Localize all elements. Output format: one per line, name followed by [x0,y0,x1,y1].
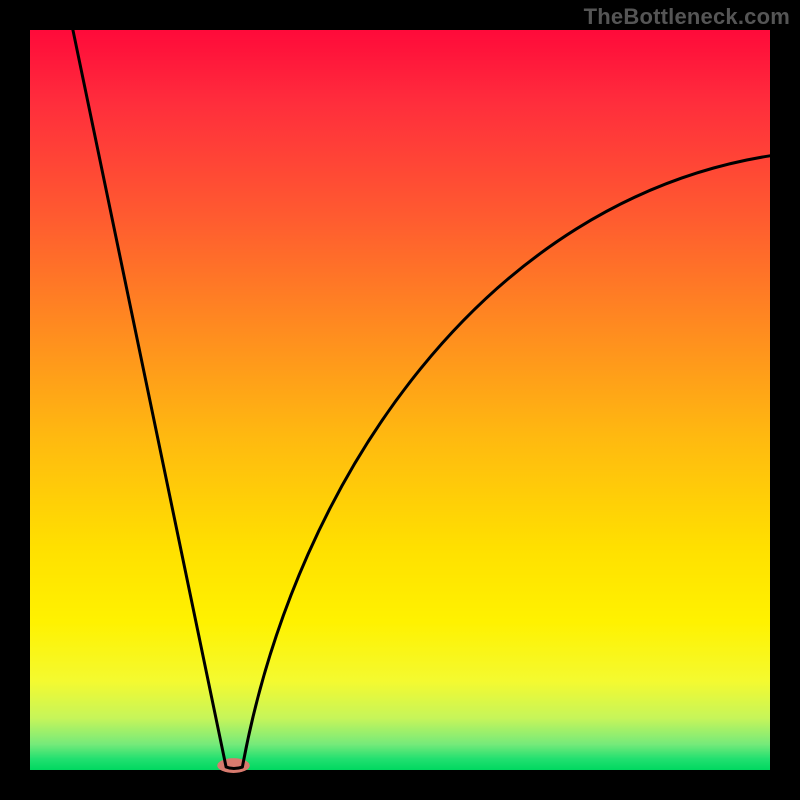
watermark-text: TheBottleneck.com [584,4,790,30]
chart-container: TheBottleneck.com [0,0,800,800]
plot-area [30,30,770,770]
bottleneck-chart [0,0,800,800]
